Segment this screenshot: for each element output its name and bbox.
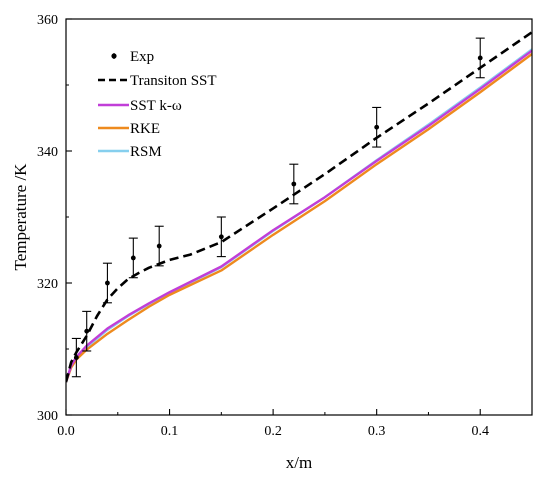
x-tick-label: 0.4 [471, 424, 489, 439]
y-tick-label: 320 [37, 277, 58, 292]
legend-transition-sst-label: Transiton SST [130, 73, 217, 89]
exp-point [374, 124, 380, 130]
y-tick-label: 340 [37, 145, 58, 160]
exp-point [73, 355, 79, 360]
y-axis-title: Temperature /K [11, 163, 30, 271]
y-tick-label: 360 [37, 13, 58, 28]
x-tick-label: 0.3 [368, 424, 386, 439]
x-tick-label: 0.2 [264, 424, 282, 439]
exp-point [130, 255, 136, 261]
legend: Exp Transiton SST SST k-ω RKE RSM [98, 49, 217, 160]
exp-point [477, 55, 483, 61]
x-tick-label: 0.1 [161, 424, 179, 439]
y-tick-label: 300 [37, 409, 58, 424]
legend-exp-label: Exp [130, 49, 154, 65]
x-axis-title: x/m [286, 453, 312, 472]
legend-rsm-label: RSM [130, 144, 162, 160]
legend-rke-label: RKE [130, 121, 160, 137]
exp-point [156, 243, 162, 249]
series-line-rke [66, 53, 532, 383]
exp-point [84, 328, 90, 334]
exp-point [291, 181, 297, 187]
series-line-sst-k [66, 49, 532, 383]
series-layer [66, 31, 532, 383]
exp-point [105, 280, 110, 286]
series-line-transiton-sst [66, 31, 532, 383]
axis-ticks: 0.0 0.1 0.2 0.3 0.4 300 320 340 360 [37, 13, 533, 439]
legend-sst-kw-label: SST k-ω [130, 98, 182, 114]
experimental-layer [71, 37, 485, 378]
exp-point [218, 234, 224, 240]
x-tick-label: 0.0 [57, 424, 75, 439]
